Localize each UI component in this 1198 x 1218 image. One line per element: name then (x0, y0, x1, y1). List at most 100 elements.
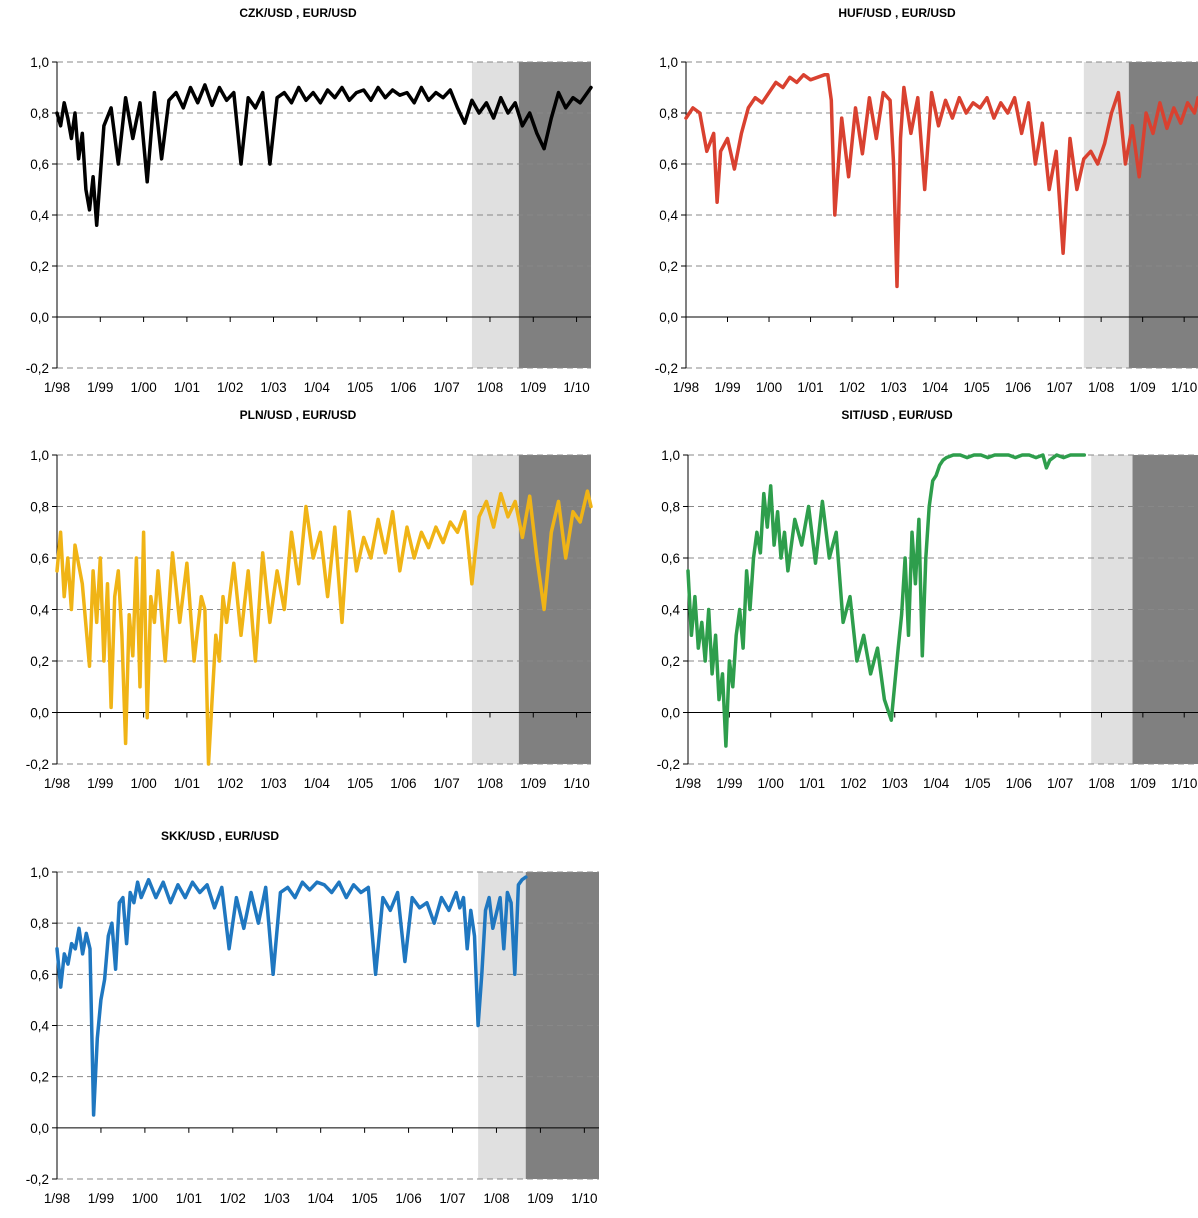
series-line-0 (55, 875, 528, 1117)
x-tick-label: 1/07 (439, 1191, 465, 1206)
x-tick-label: 1/05 (347, 776, 373, 791)
y-tick-label: -0,2 (655, 361, 678, 376)
chart-svg-skk: -0,2 0,0 0,2 0,4 0,6 0,8 1,0 1/98 1/99 1/00 1/01 1/… (26, 829, 599, 1206)
x-tick-label: 1/00 (758, 776, 784, 791)
y-tick-label: 0,8 (661, 500, 680, 515)
x-tick-label: 1/08 (1088, 380, 1114, 395)
x-tick-label: 1/04 (304, 776, 331, 791)
x-tick-label: 1/99 (88, 1191, 114, 1206)
x-tick-label: 1/06 (1005, 380, 1031, 395)
x-tick-label: 1/09 (520, 380, 546, 395)
x-tick-label: 1/03 (260, 380, 286, 395)
x-tick-label: 1/05 (964, 776, 990, 791)
x-tick-label: 1/02 (839, 380, 865, 395)
x-tick-label: 1/99 (716, 776, 742, 791)
y-tick-label: 0,6 (30, 967, 49, 982)
x-tick-label: 1/10 (1171, 380, 1197, 395)
y-tick-label: 0,0 (30, 706, 49, 721)
x-tick-label: 1/07 (434, 380, 460, 395)
x-tick-label: 1/07 (1046, 380, 1072, 395)
chart-czk-usd-eur-usd: -0,2 0,0 0,2 0,4 0,6 0,8 1,0 1/98 1/99 1/00 1/01 1/… (0, 0, 599, 406)
y-tick-label: -0,2 (657, 757, 680, 772)
y-tick-label: -0,2 (26, 1172, 49, 1187)
x-tick-label: 1/10 (1171, 776, 1197, 791)
x-tick-label: 1/08 (1088, 776, 1114, 791)
x-tick-label: 1/10 (563, 776, 589, 791)
series-line-0 (684, 73, 1198, 289)
y-tick-label: 0,2 (30, 1070, 49, 1085)
x-tick-label: 1/06 (390, 776, 416, 791)
chart-svg-czk: -0,2 0,0 0,2 0,4 0,6 0,8 1,0 1/98 1/99 1/00 1/01 1/… (26, 6, 593, 395)
x-tick-label: 1/02 (220, 1191, 246, 1206)
y-tick-label: 0,0 (659, 310, 678, 325)
x-tick-label: 1/02 (840, 776, 866, 791)
x-tick-label: 1/03 (264, 1191, 290, 1206)
x-tick-label: 1/05 (351, 1191, 377, 1206)
chart-title: SKK/USD , EUR/USD (161, 829, 279, 843)
y-tick-label: 1,0 (30, 55, 49, 70)
y-tick-label: 0,2 (659, 259, 678, 274)
chart-svg-sit: -0,2 0,0 0,2 0,4 0,6 0,8 1,0 1/98 1/99 1/00 1/01 1/… (657, 408, 1198, 791)
x-tick-label: 1/05 (963, 380, 989, 395)
x-tick-label: 1/99 (714, 380, 740, 395)
x-tick-label: 1/04 (304, 380, 331, 395)
y-tick-label: 0,4 (30, 208, 49, 223)
chart-skk-usd-eur-usd: -0,2 0,0 0,2 0,4 0,6 0,8 1,0 1/98 1/99 1/00 1/01 1/… (0, 812, 599, 1218)
y-tick-label: 0,8 (30, 500, 49, 515)
x-tick-label: 1/01 (797, 380, 823, 395)
y-tick-label: 0,2 (30, 654, 49, 669)
chart-sit-usd-eur-usd: -0,2 0,0 0,2 0,4 0,6 0,8 1,0 1/98 1/99 1/00 1/01 1/… (599, 406, 1198, 812)
x-tick-label: 1/10 (563, 380, 589, 395)
chart-title: PLN/USD , EUR/USD (240, 408, 357, 422)
y-tick-label: 0,4 (30, 603, 49, 618)
x-tick-label: 1/09 (1130, 776, 1156, 791)
x-tick-label: 1/02 (217, 380, 243, 395)
chart-title: SIT/USD , EUR/USD (841, 408, 953, 422)
x-tick-label: 1/02 (217, 776, 243, 791)
y-tick-label: 0,4 (661, 603, 680, 618)
chart-svg-huf: -0,2 0,0 0,2 0,4 0,6 0,8 1,0 1/98 1/99 1/00 1/01 1/… (655, 6, 1198, 395)
x-tick-label: 1/99 (87, 380, 113, 395)
y-tick-label: 0,0 (30, 310, 49, 325)
chart-huf-usd-eur-usd: -0,2 0,0 0,2 0,4 0,6 0,8 1,0 1/98 1/99 1/00 1/01 1/… (599, 0, 1198, 406)
x-tick-label: 1/00 (756, 380, 782, 395)
y-tick-label: 0,2 (661, 654, 680, 669)
y-tick-label: -0,2 (26, 757, 49, 772)
y-tick-label: 0,6 (659, 157, 678, 172)
chart-title: HUF/USD , EUR/USD (838, 6, 956, 20)
y-tick-label: 0,2 (30, 259, 49, 274)
y-tick-label: 1,0 (30, 865, 49, 880)
x-tick-label: 1/98 (675, 776, 701, 791)
x-tick-label: 1/09 (520, 776, 546, 791)
y-tick-label: 0,8 (30, 106, 49, 121)
x-tick-label: 1/04 (923, 776, 950, 791)
y-tick-label: 0,0 (30, 1121, 49, 1136)
x-tick-label: 1/09 (527, 1191, 553, 1206)
x-tick-label: 1/01 (174, 776, 200, 791)
x-tick-label: 1/00 (130, 776, 156, 791)
chart-pln-usd-eur-usd: -0,2 0,0 0,2 0,4 0,6 0,8 1,0 1/98 1/99 1/00 1/01 1/… (0, 406, 599, 812)
x-tick-label: 1/06 (1006, 776, 1032, 791)
y-tick-label: 0,4 (30, 1019, 49, 1034)
chart-title: CZK/USD , EUR/USD (239, 6, 357, 20)
x-tick-label: 1/99 (87, 776, 113, 791)
y-tick-label: 1,0 (30, 448, 49, 463)
x-tick-label: 1/07 (434, 776, 460, 791)
x-tick-label: 1/09 (1130, 380, 1156, 395)
x-tick-label: 1/98 (44, 380, 70, 395)
series-line-0 (55, 83, 593, 227)
y-tick-label: 0,4 (659, 208, 678, 223)
y-tick-label: -0,2 (26, 361, 49, 376)
chart-svg-pln: -0,2 0,0 0,2 0,4 0,6 0,8 1,0 1/98 1/99 1/00 1/01 1/… (26, 408, 593, 791)
x-tick-label: 1/98 (44, 776, 70, 791)
x-tick-label: 1/06 (390, 380, 416, 395)
y-tick-label: 0,0 (661, 706, 680, 721)
y-tick-label: 0,6 (661, 551, 680, 566)
x-tick-label: 1/06 (395, 1191, 421, 1206)
x-tick-label: 1/01 (174, 380, 200, 395)
y-tick-label: 0,8 (659, 106, 678, 121)
x-tick-label: 1/01 (799, 776, 825, 791)
x-tick-label: 1/10 (571, 1191, 597, 1206)
x-tick-label: 1/01 (176, 1191, 202, 1206)
x-tick-label: 1/08 (477, 380, 503, 395)
